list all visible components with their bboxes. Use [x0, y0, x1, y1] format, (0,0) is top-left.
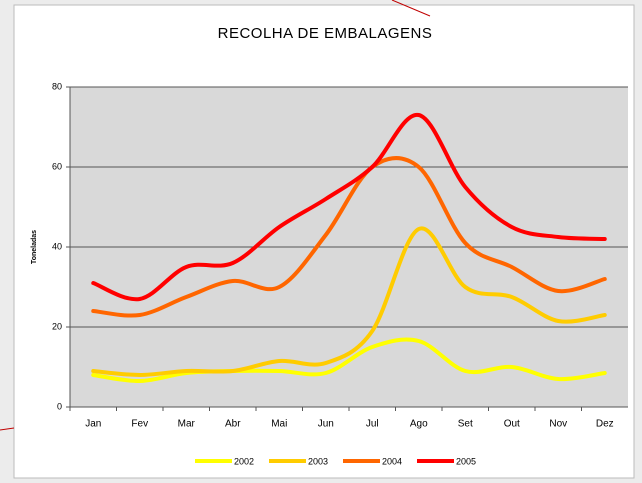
- y-tick-label: 60: [52, 161, 62, 171]
- y-tick-label: 20: [52, 321, 62, 331]
- x-tick-label: Dez: [596, 419, 614, 430]
- x-tick-label: Fev: [131, 419, 148, 430]
- y-tick-label: 40: [52, 241, 62, 251]
- y-tick-label: 80: [52, 81, 62, 91]
- decoration: [0, 427, 15, 431]
- x-tick-label: Out: [504, 419, 520, 430]
- legend-label: 2002: [234, 456, 254, 466]
- x-tick-label: Mar: [178, 419, 196, 430]
- x-tick-label: Mai: [271, 419, 287, 430]
- chart-title: RECOLHA DE EMBALAGENS: [218, 25, 433, 42]
- line-series: [91, 337, 607, 384]
- x-tick-label: Ago: [410, 419, 428, 430]
- x-tick-label: Jan: [85, 419, 101, 430]
- decoration: [391, 0, 431, 17]
- legend-label: 2003: [308, 456, 328, 466]
- y-tick-label: 0: [57, 401, 62, 411]
- line-series: [91, 156, 607, 318]
- legend-label: 2004: [382, 456, 402, 466]
- x-tick-label: Set: [458, 419, 473, 430]
- y-axis-label: Toneladas: [31, 230, 38, 264]
- x-tick-label: Jun: [318, 419, 334, 430]
- line-series: [91, 112, 607, 302]
- legend-label: 2005: [456, 456, 476, 466]
- x-tick-label: Abr: [225, 419, 241, 430]
- x-tick-label: Jul: [366, 419, 379, 430]
- line-series: [91, 226, 607, 377]
- x-tick-label: Nov: [549, 419, 567, 430]
